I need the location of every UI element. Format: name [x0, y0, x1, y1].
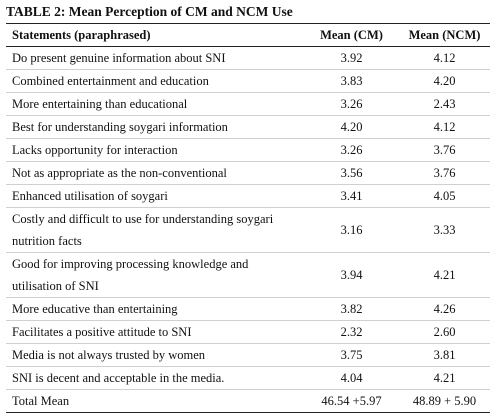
total-mean-cm: 46.54 +5.97 [304, 389, 399, 413]
mean-cm-cell: 3.26 [304, 92, 399, 116]
statement-cell: Not as appropriate as the non-convention… [6, 161, 304, 185]
statement-text: Not as appropriate as the non-convention… [12, 166, 227, 180]
mean-ncm-cell: 3.76 [399, 138, 490, 162]
table-row: Do present genuine information about SNI… [6, 46, 490, 70]
table-row: More educative than entertaining 3.82 4.26 [6, 297, 490, 321]
mean-cm-cell: 3.83 [304, 69, 399, 93]
statement-cell: Media is not always trusted by women [6, 343, 304, 367]
statement-text: SNI is decent and acceptable in the medi… [12, 371, 225, 385]
table-body: Do present genuine information about SNI… [6, 46, 490, 390]
mean-ncm-cell: 3.76 [399, 161, 490, 185]
mean-ncm-cell: 2.60 [399, 320, 490, 344]
mean-cm-cell: 3.41 [304, 184, 399, 208]
table-row: Lacks opportunity for interaction 3.26 3.7… [6, 138, 490, 162]
mean-cm-cell: 3.56 [304, 161, 399, 185]
mean-cm-cell: 2.32 [304, 320, 399, 344]
mean-cm-cell: 3.26 [304, 138, 399, 162]
statement-text: Costly and difficult to use for understa… [12, 212, 274, 226]
total-label: Total Mean [6, 389, 304, 413]
table-row: Good for improving processing knowledge … [6, 252, 490, 298]
mean-cm-cell: 4.04 [304, 366, 399, 390]
table-row: Costly and difficult to use for understa… [6, 207, 490, 253]
statement-text: Media is not always trusted by women [12, 348, 206, 362]
mean-ncm-cell: 4.26 [399, 297, 490, 321]
table-caption: TABLE 2: Mean Perception of CM and NCM U… [6, 4, 293, 19]
mean-cm-cell: 3.92 [304, 46, 399, 70]
mean-ncm-cell: 4.12 [399, 115, 490, 139]
header-mean-ncm: Mean (NCM) [399, 23, 490, 47]
mean-ncm-cell: 2.43 [399, 92, 490, 116]
mean-cm-cell: 3.16 [304, 207, 399, 253]
table-row: Best for understanding soygari informati… [6, 115, 490, 139]
mean-ncm-cell: 4.21 [399, 366, 490, 390]
header-statement: Statements (paraphrased) [6, 23, 304, 47]
statement-cell: Combined entertainment and education [6, 69, 304, 93]
table-row: SNI is decent and acceptable in the medi… [6, 366, 490, 390]
statement-cell: Best for understanding soygari informati… [6, 115, 304, 139]
mean-ncm-cell: 4.20 [399, 69, 490, 93]
mean-ncm-cell: 3.81 [399, 343, 490, 367]
statement-cell: Good for improving processing knowledge … [6, 252, 304, 298]
statement-text: Best for understanding soygari informati… [12, 120, 228, 134]
statement-cell: Costly and difficult to use for understa… [6, 207, 304, 253]
mean-cm-cell: 4.20 [304, 115, 399, 139]
statement-cell: Enhanced utilisation of soygari [6, 184, 304, 208]
statement-text: More entertaining than educational [12, 97, 188, 111]
total-mean-ncm: 48.89 + 5.90 [399, 389, 490, 413]
table-row: Facilitates a positive attitude to SNI 2.… [6, 320, 490, 344]
statement-cell: More entertaining than educational [6, 92, 304, 116]
table-row: More entertaining than educational 3.26 2.… [6, 92, 490, 116]
mean-cm-cell: 3.75 [304, 343, 399, 367]
mean-ncm-cell: 4.21 [399, 252, 490, 298]
statement-text: Good for improving processing knowledge … [12, 257, 249, 271]
header-row: Statements (paraphrased) Mean (CM) Mean … [6, 23, 490, 47]
statement-text: utilisation of SNI [12, 279, 99, 293]
mean-ncm-cell: 3.33 [399, 207, 490, 253]
statement-cell: Do present genuine information about SNI [6, 46, 304, 70]
statement-text: Facilitates a positive attitude to SNI [12, 325, 192, 339]
statement-cell: Lacks opportunity for interaction [6, 138, 304, 162]
statement-text: nutrition facts [12, 234, 82, 248]
header-mean-cm: Mean (CM) [304, 23, 399, 47]
mean-cm-cell: 3.82 [304, 297, 399, 321]
statement-text: Do present genuine information about SNI [12, 51, 226, 65]
statement-cell: SNI is decent and acceptable in the medi… [6, 366, 304, 390]
statement-text: More educative than entertaining [12, 302, 178, 316]
statement-cell: More educative than entertaining [6, 297, 304, 321]
mean-cm-cell: 3.94 [304, 252, 399, 298]
table-row: Not as appropriate as the non-convention… [6, 161, 490, 185]
statement-text: Enhanced utilisation of soygari [12, 189, 168, 203]
statement-cell: Facilitates a positive attitude to SNI [6, 320, 304, 344]
statement-text: Combined entertainment and education [12, 74, 209, 88]
table-row: Combined entertainment and education 3.83… [6, 69, 490, 93]
total-row: Total Mean 46.54 +5.97 48.89 + 5.90 [6, 389, 490, 413]
table-row: Enhanced utilisation of soygari 3.41 4.05 [6, 184, 490, 208]
mean-perception-table: Statements (paraphrased) Mean (CM) Mean … [6, 23, 490, 413]
mean-ncm-cell: 4.12 [399, 46, 490, 70]
mean-ncm-cell: 4.05 [399, 184, 490, 208]
table-row: Media is not always trusted by women 3.75… [6, 343, 490, 367]
statement-text: Lacks opportunity for interaction [12, 143, 178, 157]
